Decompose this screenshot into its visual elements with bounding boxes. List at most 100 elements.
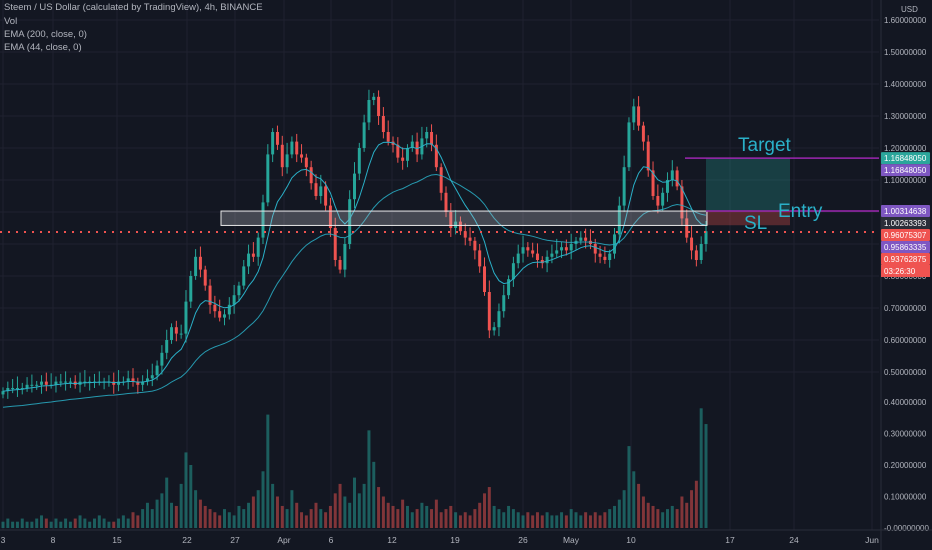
price-tick-2: 1.40000000 <box>884 80 927 89</box>
price-label-bg-5 <box>881 240 930 253</box>
volume-bar-56 <box>271 483 275 528</box>
volume-bar-25 <box>121 515 125 528</box>
price-label-6: 0.93762875 <box>884 255 927 264</box>
volume-bar-16 <box>78 515 82 528</box>
price-tick-3: 1.30000000 <box>884 112 927 121</box>
volume-bar-73 <box>353 477 356 528</box>
indicator-ema-200[interactable]: EMA (200, close, 0) <box>4 29 87 40</box>
volume-bar-102 <box>492 505 496 528</box>
volume-bar-14 <box>68 521 72 528</box>
volume-bar-41 <box>198 499 202 528</box>
price-label-bg-3 <box>881 216 930 229</box>
candle-body-32 <box>155 365 159 376</box>
candle-body-80 <box>386 132 390 142</box>
time-tick-13: 24 <box>789 535 799 545</box>
volume-bar-18 <box>88 521 92 528</box>
candle-body-118 <box>569 244 573 251</box>
candle-body-116 <box>560 247 564 251</box>
volume-bar-49 <box>237 505 241 528</box>
volume-bar-19 <box>92 518 96 528</box>
volume-bar-138 <box>665 509 669 528</box>
candle-body-24 <box>117 381 121 385</box>
volume-bar-129 <box>622 490 626 528</box>
candle-body-17 <box>83 381 87 383</box>
candle-body-6 <box>30 384 34 386</box>
volume-bar-55 <box>266 414 270 528</box>
candle-body-134 <box>646 141 650 171</box>
candle-body-39 <box>189 276 193 302</box>
countdown-bg <box>881 264 930 277</box>
candle-body-51 <box>247 253 251 267</box>
volume-bar-93 <box>449 505 453 528</box>
volume-bar-79 <box>381 496 385 528</box>
volume-bar-134 <box>646 502 650 528</box>
candle-body-90 <box>434 144 438 168</box>
volume-bar-36 <box>174 505 178 528</box>
volume-bar-54 <box>261 471 265 528</box>
candle-body-98 <box>473 240 477 251</box>
volume-bar-63 <box>304 515 308 528</box>
indicator-vol[interactable]: Vol <box>4 16 18 27</box>
price-label-bg-1 <box>881 164 930 177</box>
candle-body-12 <box>59 381 63 383</box>
ema-lines <box>2 141 707 408</box>
volume-bar-136 <box>656 509 660 528</box>
volume-bar-124 <box>598 515 602 528</box>
time-tick-10: May <box>563 535 580 545</box>
price-tick-5: 1.10000000 <box>884 176 927 185</box>
volume-bar-52 <box>251 496 255 528</box>
volume-bar-85 <box>410 512 414 528</box>
volume-bar-109 <box>526 512 530 528</box>
candle-body-44 <box>213 304 217 312</box>
candle-body-1 <box>6 388 10 392</box>
volume-bar-91 <box>439 512 443 528</box>
price-tick-11: 0.50000000 <box>884 368 927 377</box>
countdown-label: 03:26:30 <box>884 267 916 276</box>
candle-body-96 <box>463 231 467 238</box>
candle-body-45 <box>218 311 222 318</box>
candle-body-115 <box>555 250 559 254</box>
candle-body-36 <box>174 327 178 334</box>
candle-body-141 <box>680 186 684 219</box>
volume-bar-8 <box>40 515 44 528</box>
candle-body-114 <box>550 253 554 257</box>
price-label-5: 0.95863335 <box>884 243 927 252</box>
volume-bar-126 <box>608 509 612 528</box>
price-tick-10: 0.60000000 <box>884 336 927 345</box>
volume-bar-37 <box>179 483 183 528</box>
candle-body-136 <box>656 196 660 206</box>
time-tick-7: 12 <box>387 535 397 545</box>
volume-bar-58 <box>280 505 284 528</box>
price-label-3: 1.00263393 <box>884 219 927 228</box>
candle-body-57 <box>275 132 279 145</box>
volume-bars <box>1 408 708 528</box>
volume-bar-68 <box>328 505 332 528</box>
annotation-overlays: Target Entry SL <box>0 135 879 234</box>
candle-body-67 <box>324 186 328 206</box>
time-tick-2: 15 <box>112 535 122 545</box>
candle-body-34 <box>165 340 169 353</box>
candle-body-68 <box>328 205 332 228</box>
volume-bar-98 <box>473 509 477 528</box>
volume-bar-115 <box>555 515 559 528</box>
volume-bar-2 <box>11 521 15 528</box>
volume-bar-104 <box>502 512 506 528</box>
volume-bar-81 <box>391 505 395 528</box>
volume-bar-6 <box>30 521 34 528</box>
volume-bar-140 <box>675 509 679 528</box>
indicator-ema-44[interactable]: EMA (44, close, 0) <box>4 42 82 53</box>
candle-body-63 <box>304 157 308 168</box>
candle-body-0 <box>1 391 5 395</box>
volume-bar-142 <box>685 502 689 528</box>
volume-bar-1 <box>6 518 10 528</box>
candle-body-95 <box>458 221 462 232</box>
price-tick-0: 1.60000000 <box>884 16 927 25</box>
volume-bar-90 <box>434 499 438 528</box>
candle-body-70 <box>338 260 342 270</box>
trade-zones <box>706 158 790 226</box>
volume-bar-70 <box>338 483 342 528</box>
volume-bar-48 <box>232 515 236 528</box>
volume-bar-39 <box>189 465 193 528</box>
